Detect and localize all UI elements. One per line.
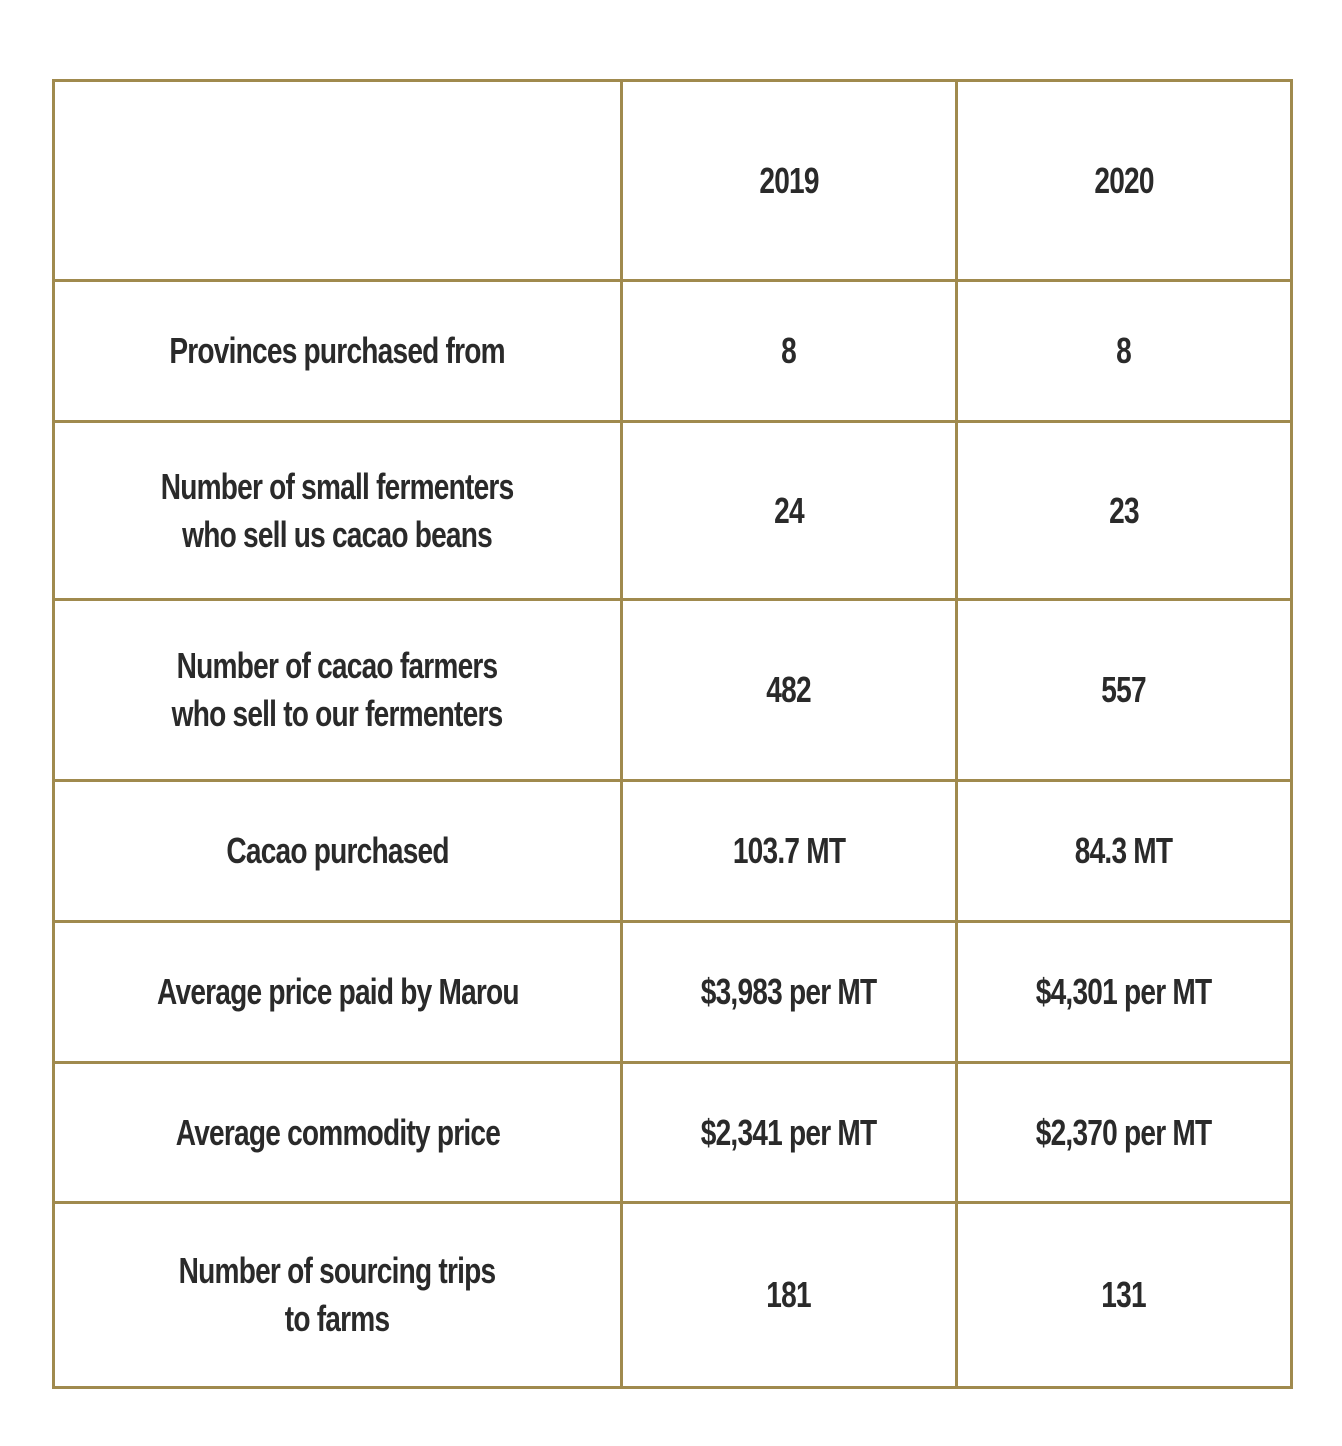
table-row: Provinces purchased from 8 8 (52, 279, 1293, 423)
header-empty-cell (52, 79, 623, 282)
table-row: Number of sourcing trips to farms 181 131 (52, 1201, 1293, 1389)
value-2020: 8 (955, 279, 1293, 423)
value-2019: $3,983 per MT (620, 920, 958, 1064)
table-row: Average commodity price $2,341 per MT $2… (52, 1061, 1293, 1204)
cacao-sourcing-table: 2019 2020 Provinces purchased from 8 8 N… (52, 79, 1293, 1389)
value-2019: 103.7 MT (620, 779, 958, 923)
header-2019: 2019 (620, 79, 958, 282)
row-label: Cacao purchased (52, 779, 623, 923)
value-2020: $2,370 per MT (955, 1061, 1293, 1204)
value-2019: $2,341 per MT (620, 1061, 958, 1204)
value-2020: $4,301 per MT (955, 920, 1293, 1064)
row-label: Number of small fermenters who sell us ca… (52, 420, 623, 601)
value-2020: 131 (955, 1201, 1293, 1389)
row-label: Average price paid by Marou (52, 920, 623, 1064)
table-row: Number of cacao farmers who sell to our f… (52, 598, 1293, 782)
row-label: Number of cacao farmers who sell to our f… (52, 598, 623, 782)
row-label: Average commodity price (52, 1061, 623, 1204)
header-2020: 2020 (955, 79, 1293, 282)
table-row: Average price paid by Marou $3,983 per M… (52, 920, 1293, 1064)
table-row: Number of small fermenters who sell us ca… (52, 420, 1293, 601)
table-row: Cacao purchased 103.7 MT 84.3 MT (52, 779, 1293, 923)
value-2020: 23 (955, 420, 1293, 601)
value-2019: 482 (620, 598, 958, 782)
value-2019: 24 (620, 420, 958, 601)
row-label: Provinces purchased from (52, 279, 623, 423)
header-row: 2019 2020 (52, 79, 1293, 282)
value-2020: 557 (955, 598, 1293, 782)
value-2020: 84.3 MT (955, 779, 1293, 923)
value-2019: 181 (620, 1201, 958, 1389)
value-2019: 8 (620, 279, 958, 423)
row-label: Number of sourcing trips to farms (52, 1201, 623, 1389)
